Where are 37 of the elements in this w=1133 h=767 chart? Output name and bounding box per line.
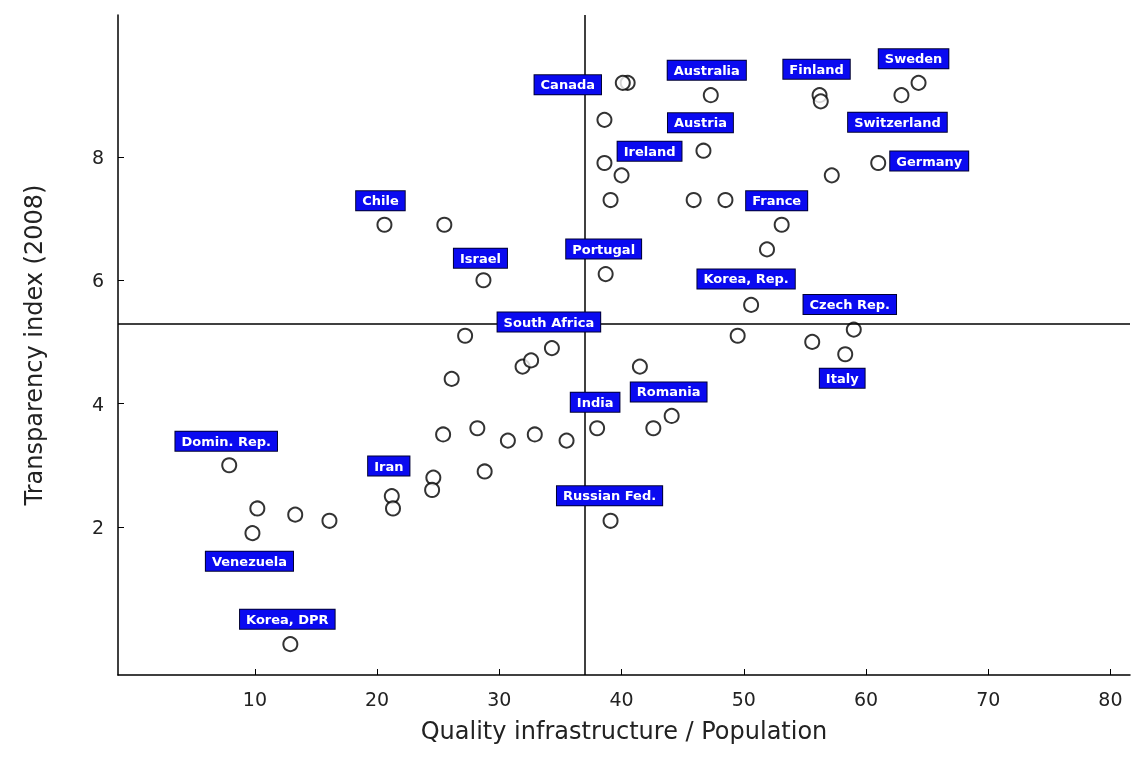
annotation: Canada: [540, 77, 595, 93]
annotation: Domin. Rep.: [181, 433, 271, 449]
annotation: Portugal: [572, 241, 636, 257]
annotation: India: [576, 394, 614, 410]
annotation: Korea, Rep.: [703, 271, 789, 287]
annotation: Chile: [362, 193, 399, 209]
annotation: Venezuela: [211, 553, 287, 569]
y-axis-title: Transparency index (2008): [20, 184, 48, 507]
annotation: Romania: [636, 384, 701, 400]
annotation: Sweden: [884, 51, 943, 67]
y-tick-label: 2: [91, 515, 104, 538]
x-tick-label: 60: [853, 687, 879, 710]
annotation: South Africa: [503, 314, 595, 330]
annotation: Israel: [459, 250, 501, 266]
annotation: Switzerland: [854, 114, 941, 130]
annotation: Czech Rep.: [809, 297, 891, 313]
annotation: Germany: [896, 153, 963, 169]
x-tick-label: 50: [731, 687, 756, 710]
x-tick-label: 30: [487, 687, 512, 710]
annotation: France: [752, 193, 802, 209]
y-tick-label: 8: [91, 145, 104, 168]
annotation: Iran: [374, 458, 404, 474]
x-tick-label: 80: [1098, 687, 1123, 710]
x-tick-label: 20: [365, 687, 390, 710]
annotation: Finland: [789, 61, 844, 77]
annotation: Russian Fed.: [562, 488, 657, 504]
x-axis-title: Quality infrastructure / Population: [420, 717, 828, 745]
annotation: Italy: [825, 370, 860, 386]
y-tick-label: 6: [91, 269, 104, 292]
x-tick-label: 40: [609, 687, 634, 710]
x-tick-label: 10: [242, 687, 267, 710]
annotation: Korea, DPR: [246, 611, 329, 627]
annotation: Ireland: [623, 143, 676, 159]
y-tick-label: 4: [91, 392, 104, 415]
x-tick-label: 70: [976, 687, 1001, 710]
annotation: Australia: [673, 62, 740, 78]
annotation: Austria: [673, 115, 727, 131]
